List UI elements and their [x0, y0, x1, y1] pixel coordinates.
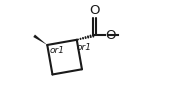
Polygon shape [33, 34, 47, 45]
Text: O: O [106, 29, 116, 42]
Text: or1: or1 [76, 43, 91, 52]
Text: O: O [89, 4, 100, 17]
Text: or1: or1 [50, 45, 65, 55]
